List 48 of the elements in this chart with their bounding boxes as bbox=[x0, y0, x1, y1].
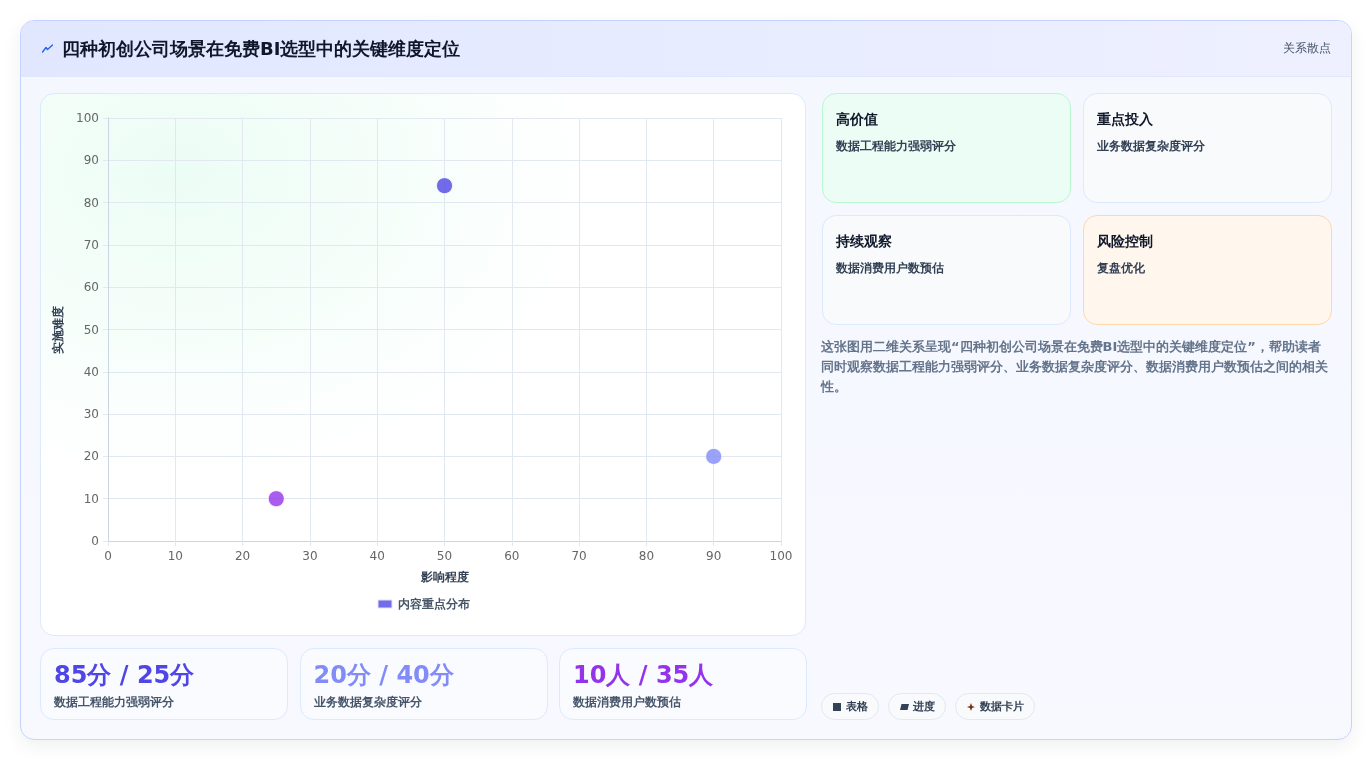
y-tick-label: 0 bbox=[91, 534, 99, 548]
y-tick-label: 20 bbox=[83, 449, 99, 464]
text: 持续观察 bbox=[836, 232, 892, 250]
point bbox=[705, 447, 723, 465]
y-tick-label: 30 bbox=[83, 407, 99, 422]
x-tick-label: 60 bbox=[504, 549, 520, 563]
x-tick-label: 20 bbox=[234, 549, 251, 563]
y-tick-label: 70 bbox=[83, 237, 99, 252]
text: 高价值 bbox=[836, 110, 878, 128]
x-tick-label: 30 bbox=[302, 549, 318, 563]
y-tick-label: 40 bbox=[83, 364, 99, 379]
text: 业务数据复杂度评分 bbox=[313, 694, 422, 710]
point bbox=[436, 177, 453, 195]
text: 数据消费用户数预估 bbox=[573, 694, 681, 710]
x-axis-title: 影响程度 bbox=[419, 570, 469, 584]
x-tick-label: 70 bbox=[571, 549, 587, 563]
text: 10人 / 35人 bbox=[573, 660, 714, 690]
y-tick-label: 60 bbox=[83, 280, 99, 295]
text: 业务数据复杂度评分 bbox=[1097, 138, 1205, 154]
text: 关系散点 bbox=[1283, 40, 1331, 56]
text: 20分 / 40分 bbox=[313, 660, 454, 690]
y-tick-label: 90 bbox=[83, 153, 99, 168]
text: 表格 bbox=[846, 699, 868, 714]
text: 这张图用二维关系呈现“四种初创公司场景在免费BI选型中的关键维度定位”，帮助读者同时观察数据工程能力强弱评分、业务数据复杂度评分、数据消费用户数预估之间的相关性。 bbox=[821, 338, 1329, 396]
text: 进度 bbox=[913, 699, 935, 714]
text: 风险控制 bbox=[1097, 232, 1153, 250]
y-tick-label: 80 bbox=[83, 195, 99, 210]
text: 数据卡片 bbox=[980, 699, 1024, 714]
text: 85分 / 25分 bbox=[54, 660, 195, 690]
y-axis-title: 实施难度 bbox=[51, 305, 65, 354]
legend-label: 内容重点分布 bbox=[397, 597, 470, 611]
point bbox=[267, 490, 285, 508]
y-tick-label: 10 bbox=[83, 491, 99, 506]
x-tick-label: 50 bbox=[436, 549, 453, 563]
y-tick-label: 100 bbox=[76, 111, 99, 125]
text: 复盘优化 bbox=[1097, 260, 1145, 276]
text: 数据工程能力强弱评分 bbox=[836, 138, 956, 154]
x-tick-label: 10 bbox=[167, 549, 183, 563]
chart-title: 四种初创公司场景在免费BI选型中的关键维度定位 bbox=[62, 37, 461, 61]
text: 重点投入 bbox=[1097, 110, 1153, 128]
y-tick-label: 50 bbox=[83, 322, 99, 337]
text: 数据工程能力强弱评分 bbox=[54, 694, 174, 710]
x-tick-label: 40 bbox=[369, 549, 385, 563]
x-tick-label: 0 bbox=[104, 549, 112, 563]
x-tick-label: 100 bbox=[769, 549, 793, 563]
x-tick-label: 80 bbox=[638, 549, 655, 563]
x-tick-label: 90 bbox=[706, 549, 722, 563]
text: 数据消费用户数预估 bbox=[836, 260, 944, 276]
